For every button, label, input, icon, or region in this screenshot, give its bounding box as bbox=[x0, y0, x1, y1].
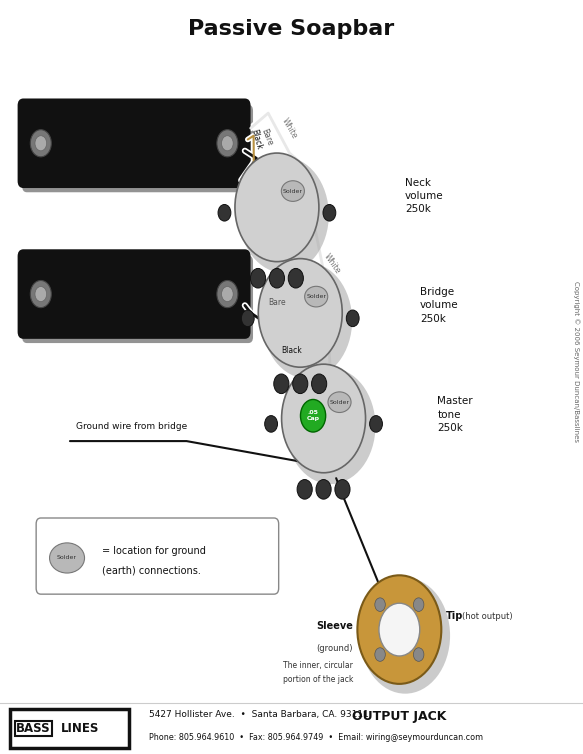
Text: Black: Black bbox=[249, 128, 263, 151]
Circle shape bbox=[217, 280, 238, 308]
Circle shape bbox=[288, 268, 303, 288]
Ellipse shape bbox=[50, 543, 85, 573]
Text: The inner, circular: The inner, circular bbox=[283, 661, 353, 670]
Circle shape bbox=[30, 130, 51, 157]
Text: Solder: Solder bbox=[283, 188, 303, 194]
Circle shape bbox=[316, 480, 331, 499]
Circle shape bbox=[293, 374, 308, 394]
Circle shape bbox=[222, 287, 233, 302]
Circle shape bbox=[323, 204, 336, 221]
Circle shape bbox=[262, 262, 352, 379]
Text: .05
Cap: .05 Cap bbox=[307, 410, 319, 421]
Text: Bridge
volume
250k: Bridge volume 250k bbox=[420, 287, 458, 323]
Circle shape bbox=[265, 415, 278, 432]
Circle shape bbox=[218, 204, 231, 221]
Circle shape bbox=[413, 598, 424, 611]
Circle shape bbox=[413, 648, 424, 661]
Circle shape bbox=[370, 415, 382, 432]
Circle shape bbox=[300, 400, 326, 432]
Circle shape bbox=[222, 136, 233, 151]
Circle shape bbox=[286, 368, 375, 484]
Text: Passive Soapbar: Passive Soapbar bbox=[188, 19, 395, 39]
Circle shape bbox=[30, 280, 51, 308]
Circle shape bbox=[346, 310, 359, 326]
FancyBboxPatch shape bbox=[10, 709, 129, 748]
Circle shape bbox=[357, 575, 441, 684]
Circle shape bbox=[379, 603, 420, 656]
Circle shape bbox=[35, 287, 47, 302]
Circle shape bbox=[335, 480, 350, 499]
Text: Master
tone
250k: Master tone 250k bbox=[437, 397, 473, 433]
Circle shape bbox=[235, 153, 319, 262]
Text: Solder: Solder bbox=[306, 294, 326, 299]
Text: (hot output): (hot output) bbox=[462, 611, 512, 621]
Circle shape bbox=[297, 480, 312, 499]
Text: White: White bbox=[322, 253, 342, 276]
Text: portion of the jack: portion of the jack bbox=[283, 675, 353, 684]
Circle shape bbox=[311, 374, 326, 394]
Text: White: White bbox=[280, 117, 299, 140]
Circle shape bbox=[217, 130, 238, 157]
Ellipse shape bbox=[282, 181, 304, 201]
Text: Black: Black bbox=[282, 346, 302, 355]
Text: Ground wire from bridge: Ground wire from bridge bbox=[76, 422, 187, 431]
Text: Tip: Tip bbox=[446, 611, 463, 621]
Text: Sleeve: Sleeve bbox=[317, 621, 353, 631]
Circle shape bbox=[269, 268, 285, 288]
Text: Copyright © 2006 Seymour Duncan/Basslines: Copyright © 2006 Seymour Duncan/Bassline… bbox=[573, 281, 580, 443]
Circle shape bbox=[258, 259, 342, 367]
Text: LINES: LINES bbox=[61, 722, 100, 735]
Ellipse shape bbox=[328, 392, 351, 412]
Circle shape bbox=[360, 578, 450, 694]
Text: Phone: 805.964.9610  •  Fax: 805.964.9749  •  Email: wiring@seymourduncan.com: Phone: 805.964.9610 • Fax: 805.964.9749 … bbox=[149, 733, 483, 742]
FancyBboxPatch shape bbox=[19, 100, 250, 187]
Text: 5427 Hollister Ave.  •  Santa Barbara, CA. 93111: 5427 Hollister Ave. • Santa Barbara, CA.… bbox=[149, 710, 368, 719]
Text: Neck
volume
250k: Neck volume 250k bbox=[405, 178, 444, 214]
Circle shape bbox=[375, 598, 385, 611]
Circle shape bbox=[35, 136, 47, 151]
Text: OUTPUT JACK: OUTPUT JACK bbox=[352, 710, 447, 723]
Circle shape bbox=[375, 648, 385, 661]
Circle shape bbox=[251, 268, 266, 288]
Circle shape bbox=[241, 310, 254, 326]
Text: (ground): (ground) bbox=[317, 644, 353, 653]
Ellipse shape bbox=[305, 287, 328, 307]
Text: Bare: Bare bbox=[268, 298, 286, 307]
FancyBboxPatch shape bbox=[22, 105, 253, 192]
FancyBboxPatch shape bbox=[19, 250, 250, 338]
FancyBboxPatch shape bbox=[36, 518, 279, 594]
Text: (earth) connections.: (earth) connections. bbox=[102, 566, 201, 576]
Text: Solder: Solder bbox=[329, 400, 350, 405]
Text: BASS: BASS bbox=[16, 722, 51, 735]
Circle shape bbox=[282, 364, 366, 473]
Circle shape bbox=[274, 374, 289, 394]
Circle shape bbox=[239, 157, 329, 273]
Text: = location for ground: = location for ground bbox=[102, 546, 206, 556]
FancyBboxPatch shape bbox=[22, 256, 253, 343]
Text: Bare: Bare bbox=[259, 127, 274, 146]
Text: Solder: Solder bbox=[57, 556, 77, 560]
